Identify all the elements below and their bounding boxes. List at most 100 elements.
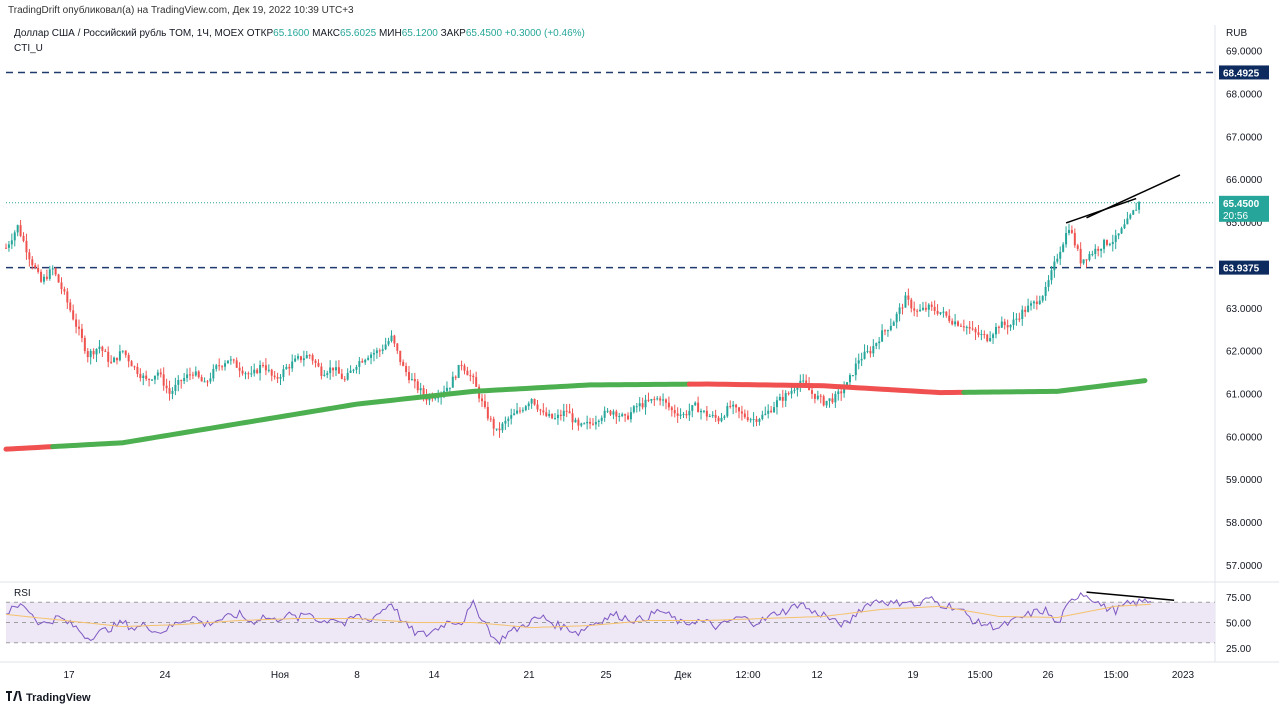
- rsi-y-tick-label: 25.00: [1226, 644, 1251, 655]
- candle-body: [5, 247, 7, 249]
- open-value: 65.1600: [273, 28, 310, 39]
- candle-body: [805, 380, 808, 385]
- y-tick-label: 59.0000: [1226, 475, 1263, 486]
- candle-body: [1000, 321, 1003, 328]
- candle-body: [212, 368, 215, 379]
- candle-body: [752, 419, 755, 421]
- candle-body: [834, 394, 837, 403]
- rsi-trendline: [1086, 591, 1175, 601]
- candle-body: [507, 418, 510, 421]
- candle-body: [419, 388, 422, 391]
- candle-body: [1035, 301, 1038, 305]
- candle-body: [1024, 309, 1027, 312]
- candle-body: [297, 356, 300, 359]
- candle-body: [761, 414, 764, 419]
- y-tick-label: 66.0000: [1226, 175, 1263, 186]
- candle-body: [405, 366, 408, 373]
- candle-body: [1073, 232, 1076, 246]
- candle-body: [259, 364, 262, 374]
- last-price-badge: [1219, 195, 1269, 222]
- candle-body: [732, 404, 735, 407]
- candle-body: [151, 379, 154, 381]
- candle-body: [551, 413, 554, 419]
- x-tick-label: 15:00: [1103, 670, 1128, 681]
- candle-body: [256, 369, 259, 374]
- candle-body: [483, 401, 486, 408]
- candle-body: [19, 225, 22, 236]
- candle-body: [162, 374, 165, 386]
- candle-body: [866, 350, 869, 352]
- candle-body: [758, 418, 761, 422]
- candle-body: [621, 414, 624, 417]
- candle-body: [898, 307, 901, 314]
- close-label: ЗАКР: [440, 28, 466, 39]
- candle-body: [916, 310, 919, 312]
- candle-body: [691, 405, 694, 411]
- candle-body: [238, 367, 241, 371]
- candle-body: [775, 400, 778, 408]
- candle-body: [13, 232, 16, 241]
- candle-body: [136, 366, 139, 374]
- candle-body: [501, 423, 504, 431]
- candle-body: [434, 397, 437, 399]
- candle-body: [42, 276, 45, 282]
- candle-body: [697, 402, 700, 413]
- candle-body: [574, 419, 577, 423]
- candle-body: [586, 421, 589, 424]
- candle-body: [416, 381, 419, 391]
- candle-body: [346, 372, 349, 380]
- candle-body: [767, 410, 770, 414]
- candle-body: [191, 374, 194, 376]
- candle-body: [320, 366, 323, 376]
- x-tick-label: 25: [600, 670, 612, 681]
- candle-body: [367, 357, 370, 360]
- candle-body: [165, 385, 168, 389]
- candle-body: [1111, 242, 1114, 245]
- candle-body: [113, 357, 116, 363]
- candle-body: [437, 397, 440, 399]
- candle-body: [875, 343, 878, 346]
- candle-body: [708, 416, 711, 418]
- candle-body: [545, 412, 548, 416]
- candle-body: [489, 418, 492, 420]
- high-label: МАКС: [312, 28, 341, 39]
- candle-body: [813, 393, 816, 399]
- candle-body: [235, 360, 238, 368]
- candle-body: [770, 410, 773, 413]
- candle-body: [1012, 319, 1015, 326]
- candle-body: [457, 364, 460, 378]
- candle-body: [919, 309, 922, 312]
- candle-body: [1135, 209, 1138, 211]
- candle-body: [145, 375, 148, 379]
- candle-body: [521, 410, 524, 412]
- candle-body: [200, 377, 203, 382]
- candle-body: [778, 396, 781, 401]
- candle-body: [965, 326, 968, 328]
- candle-body: [615, 411, 618, 417]
- countdown-label: 20:56: [1223, 211, 1248, 222]
- tradingview-logo-icon: [6, 691, 22, 704]
- candle-body: [92, 350, 95, 355]
- candle-body: [1097, 248, 1100, 251]
- moving-average-red-segment: [686, 381, 967, 396]
- candle-body: [314, 360, 317, 363]
- candle-body: [711, 414, 714, 417]
- candle-body: [688, 410, 691, 416]
- rsi-y-tick-label: 75.00: [1226, 593, 1251, 604]
- candle-body: [597, 420, 600, 423]
- candle-body: [57, 274, 60, 283]
- last-price-label: 65.4500: [1223, 199, 1260, 210]
- candle-body: [676, 413, 679, 416]
- candle-body: [819, 395, 822, 397]
- candle-body: [229, 359, 232, 361]
- candle-body: [37, 267, 40, 272]
- candle-body: [241, 370, 244, 374]
- candle-body: [638, 403, 641, 407]
- x-tick-label: 12:00: [735, 670, 760, 681]
- candle-body: [656, 398, 659, 400]
- candle-body: [717, 417, 720, 422]
- candle-body: [816, 395, 819, 399]
- candle-body: [247, 373, 250, 375]
- candle-body: [408, 372, 410, 381]
